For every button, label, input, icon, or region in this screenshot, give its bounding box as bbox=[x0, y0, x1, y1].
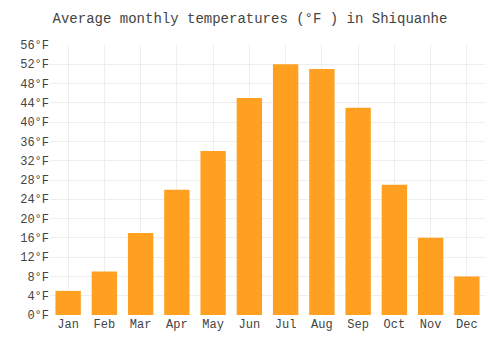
svg-text:12°F: 12°F bbox=[20, 251, 49, 265]
svg-text:56°F: 56°F bbox=[20, 39, 49, 53]
svg-text:48°F: 48°F bbox=[20, 78, 49, 92]
svg-text:Feb: Feb bbox=[94, 318, 116, 332]
svg-text:44°F: 44°F bbox=[20, 97, 49, 111]
svg-text:36°F: 36°F bbox=[20, 136, 49, 150]
svg-text:52°F: 52°F bbox=[20, 58, 49, 72]
svg-text:Jul: Jul bbox=[275, 318, 297, 332]
svg-text:24°F: 24°F bbox=[20, 193, 49, 207]
svg-text:Apr: Apr bbox=[166, 318, 188, 332]
svg-text:20°F: 20°F bbox=[20, 213, 49, 227]
svg-text:40°F: 40°F bbox=[20, 116, 49, 130]
svg-text:8°F: 8°F bbox=[27, 271, 49, 285]
svg-text:Average monthly temperatures (: Average monthly temperatures (°F ) in Sh… bbox=[53, 11, 448, 27]
svg-text:28°F: 28°F bbox=[20, 174, 49, 188]
svg-text:Mar: Mar bbox=[130, 318, 152, 332]
svg-text:Nov: Nov bbox=[420, 318, 442, 332]
svg-text:Sep: Sep bbox=[347, 318, 369, 332]
svg-text:Dec: Dec bbox=[456, 318, 478, 332]
svg-text:Jun: Jun bbox=[239, 318, 261, 332]
svg-text:16°F: 16°F bbox=[20, 232, 49, 246]
svg-text:Aug: Aug bbox=[311, 318, 333, 332]
svg-text:4°F: 4°F bbox=[27, 290, 49, 304]
svg-text:Jan: Jan bbox=[57, 318, 79, 332]
svg-text:32°F: 32°F bbox=[20, 155, 49, 169]
svg-text:Oct: Oct bbox=[384, 318, 406, 332]
svg-text:0°F: 0°F bbox=[27, 309, 49, 323]
svg-text:May: May bbox=[202, 318, 224, 332]
